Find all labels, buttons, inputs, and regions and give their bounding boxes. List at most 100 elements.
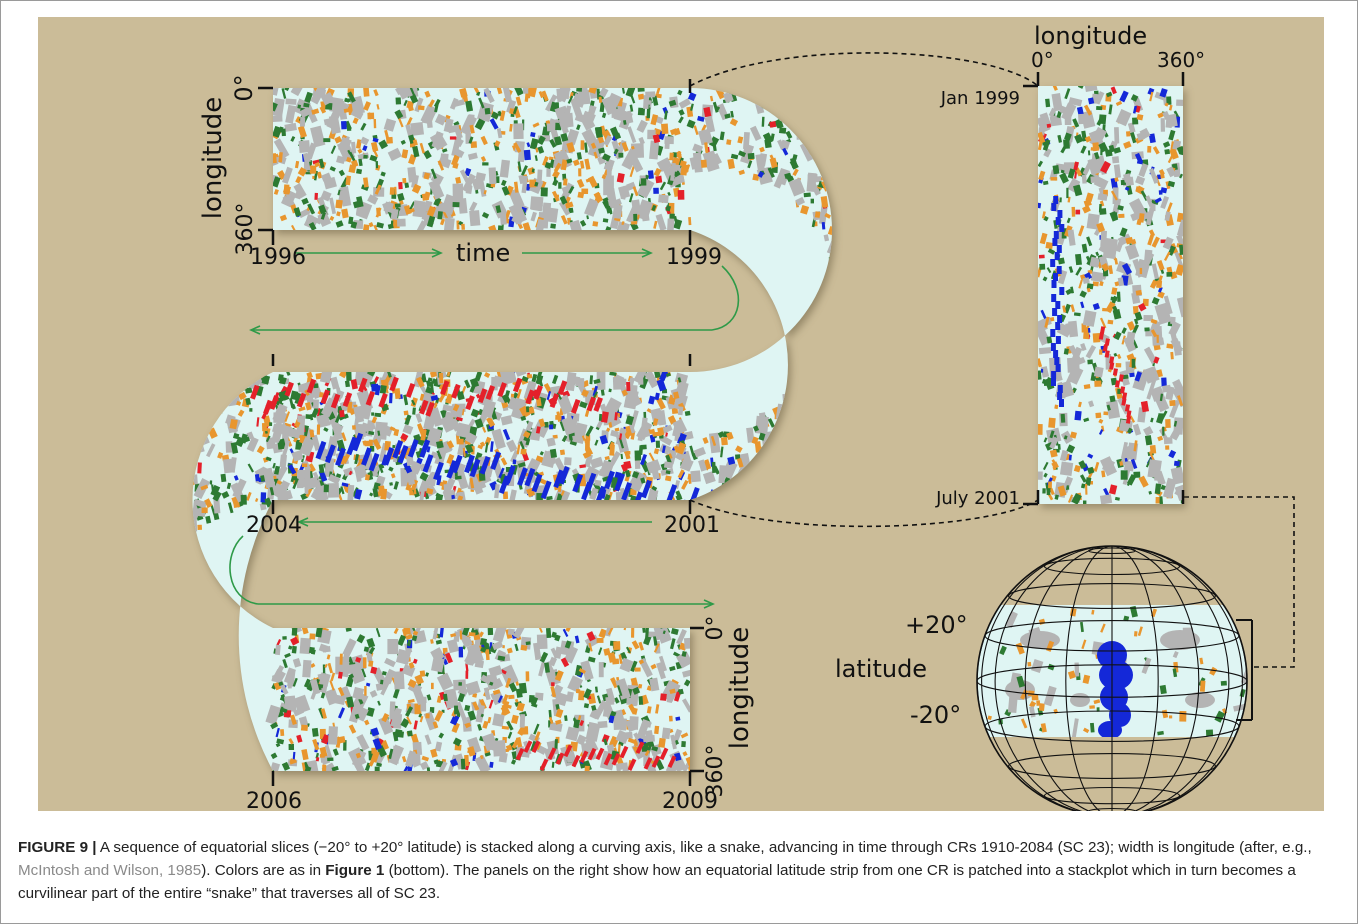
data-speck: [537, 145, 545, 154]
data-speck: [482, 162, 489, 166]
data-speck: [336, 211, 341, 217]
data-speck: [291, 645, 297, 654]
data-speck: [375, 161, 379, 169]
data-speck: [340, 486, 345, 495]
data-speck: [668, 715, 673, 722]
data-speck: [553, 162, 562, 173]
data-speck: [1089, 705, 1095, 709]
data-speck: [629, 92, 636, 104]
data-speck: [483, 189, 487, 195]
data-speck: [545, 94, 558, 112]
data-speck: [469, 124, 475, 134]
data-speck: [320, 211, 326, 220]
data-speck: [334, 136, 343, 144]
data-speck: [581, 188, 589, 195]
data-speck: [458, 682, 462, 686]
data-speck: [1054, 404, 1059, 410]
data-speck: [1046, 123, 1052, 128]
data-speck: [585, 425, 594, 437]
data-speck: [363, 101, 371, 111]
data-speck: [373, 118, 377, 129]
data-speck: [282, 166, 293, 184]
data-speck: [1147, 145, 1152, 153]
data-speck: [474, 659, 485, 669]
data-speck: [655, 213, 667, 231]
data-speck: [506, 99, 517, 114]
data-speck: [1166, 272, 1173, 277]
magnetic-region-gray: [1070, 693, 1090, 707]
data-speck: [389, 701, 396, 720]
data-speck: [609, 450, 621, 466]
data-speck: [405, 116, 413, 128]
data-speck: [368, 222, 374, 228]
data-speck: [220, 473, 227, 483]
data-speck: [1096, 106, 1103, 111]
data-speck: [1173, 460, 1180, 467]
data-speck: [629, 104, 634, 112]
data-speck: [520, 644, 528, 651]
data-speck: [301, 463, 308, 468]
data-speck: [603, 175, 614, 196]
data-speck: [424, 191, 431, 200]
data-speck: [347, 149, 352, 155]
data-speck: [546, 167, 551, 177]
data-speck: [374, 184, 382, 195]
data-speck: [614, 427, 620, 432]
data-speck: [640, 178, 647, 186]
data-speck: [626, 110, 634, 124]
data-speck: [367, 194, 379, 205]
data-speck: [1048, 481, 1052, 489]
data-speck: [249, 408, 253, 412]
data-speck: [534, 155, 538, 162]
data-speck: [496, 128, 503, 139]
data-speck: [379, 385, 387, 394]
data-speck: [502, 491, 509, 500]
data-speck: [1056, 245, 1062, 253]
data-speck: [625, 88, 636, 98]
snake-stackplot: [192, 88, 832, 771]
data-speck: [531, 168, 535, 173]
data-speck: [496, 88, 503, 95]
data-speck: [434, 101, 440, 113]
figure-9-illustration: 0° 360° longitude 1996 time 1999 2004 20…: [38, 17, 1324, 811]
data-speck: [508, 694, 515, 700]
data-speck: [398, 181, 403, 190]
data-speck: [1092, 142, 1100, 152]
data-speck: [319, 105, 327, 114]
data-speck: [352, 117, 359, 125]
data-speck: [545, 627, 552, 639]
data-speck: [407, 730, 413, 737]
data-speck: [658, 194, 669, 204]
data-speck: [393, 428, 400, 437]
data-speck: [383, 201, 394, 213]
data-speck: [1050, 343, 1056, 351]
data-speck: [380, 679, 384, 685]
data-speck: [378, 139, 389, 150]
data-speck: [558, 117, 570, 130]
data-speck: [1169, 715, 1173, 719]
data-speck: [576, 178, 585, 189]
data-speck: [549, 424, 554, 430]
data-speck: [637, 371, 644, 385]
data-speck: [418, 696, 427, 704]
data-speck: [620, 453, 624, 460]
data-speck: [1053, 196, 1059, 204]
data-speck: [612, 204, 623, 219]
data-speck: [1220, 680, 1227, 686]
data-speck: [313, 170, 318, 181]
data-speck: [468, 136, 474, 144]
data-speck: [374, 412, 382, 418]
data-speck: [552, 170, 560, 179]
data-speck: [638, 683, 643, 689]
data-speck: [1059, 287, 1065, 295]
data-speck: [329, 215, 335, 221]
data-speck: [284, 122, 297, 132]
data-speck: [312, 471, 321, 484]
data-speck: [305, 487, 313, 498]
data-speck: [318, 158, 325, 169]
data-speck: [410, 121, 425, 136]
data-speck: [340, 137, 352, 149]
data-speck: [580, 140, 585, 150]
data-speck: [306, 142, 317, 160]
data-speck: [419, 472, 429, 482]
